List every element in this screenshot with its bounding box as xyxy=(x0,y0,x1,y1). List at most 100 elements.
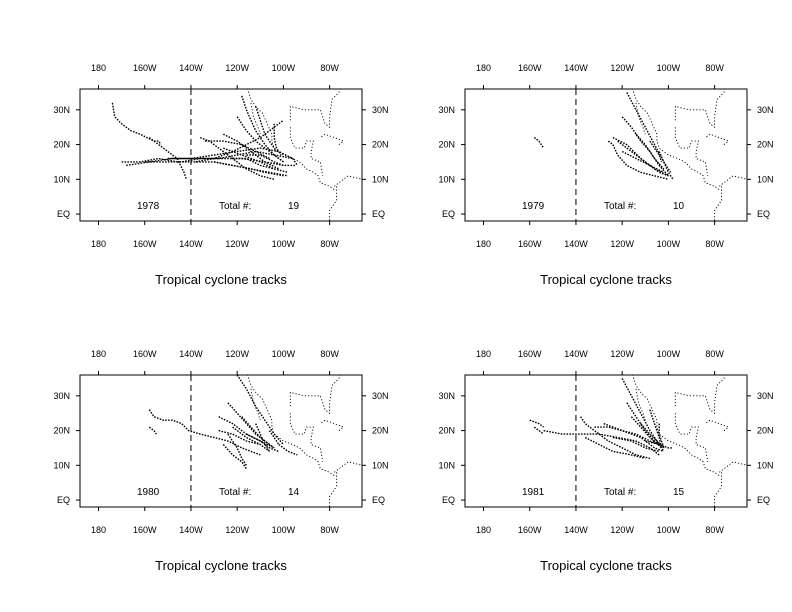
lon-tick-label-bottom: 160W xyxy=(133,239,157,249)
lat-tick-label-left: 20N xyxy=(438,140,455,150)
lon-tick-label-bottom: 140W xyxy=(179,525,203,535)
lat-tick-label-left: EQ xyxy=(57,209,70,219)
coastline xyxy=(247,375,335,477)
cyclone-track xyxy=(148,426,157,435)
cyclone-track xyxy=(268,430,280,445)
cyclone-track xyxy=(167,147,294,160)
cyclone-track xyxy=(621,150,665,174)
cyclone-track xyxy=(195,119,284,163)
coastline xyxy=(719,461,747,473)
cyclone-track xyxy=(543,429,660,456)
lon-tick-label-top: 160W xyxy=(133,349,157,359)
panel-caption: Tropical cyclone tracks xyxy=(540,558,672,573)
lat-tick-label-right: 30N xyxy=(757,391,774,401)
coastline xyxy=(632,89,720,191)
cyclone-track xyxy=(223,147,289,174)
cyclone-track xyxy=(580,416,651,460)
cyclone-track xyxy=(649,140,663,163)
season-year-label: 1981 xyxy=(522,487,545,498)
lon-tick-label-bottom: 140W xyxy=(179,239,203,249)
coastline xyxy=(289,89,341,129)
cyclone-track xyxy=(246,433,280,453)
lon-tick-label-bottom: 80W xyxy=(705,239,724,249)
lon-tick-label-top: 80W xyxy=(320,349,339,359)
lon-tick-label-bottom: 120W xyxy=(225,525,249,535)
total-count: 10 xyxy=(673,201,685,212)
lon-tick-label-top: 160W xyxy=(133,63,157,73)
lon-tick-label-bottom: 180 xyxy=(476,525,491,535)
cyclone-track xyxy=(111,102,187,180)
cyclone-track xyxy=(148,137,162,145)
coastline xyxy=(334,175,362,187)
coastline xyxy=(320,133,345,145)
map-frame xyxy=(464,88,748,222)
lat-tick-label-right: 20N xyxy=(757,426,774,436)
cyclone-track xyxy=(612,436,660,453)
cyclone-track xyxy=(658,423,665,449)
lat-tick-label-left: 20N xyxy=(53,426,70,436)
cyclone-track xyxy=(292,158,298,166)
cyclone-track xyxy=(232,157,275,170)
season-year-label: 1980 xyxy=(137,487,160,498)
lat-tick-label-right: EQ xyxy=(372,495,385,505)
lon-tick-label-bottom: 80W xyxy=(320,239,339,249)
panel-caption: Tropical cyclone tracks xyxy=(540,272,672,287)
lat-tick-label-left: EQ xyxy=(442,495,455,505)
lon-tick-label-top: 80W xyxy=(705,63,724,73)
lon-tick-label-top: 180 xyxy=(91,349,106,359)
total-label: Total #: xyxy=(219,201,251,212)
total-count: 19 xyxy=(288,201,300,212)
lon-tick-label-top: 100W xyxy=(657,349,681,359)
cyclone-track xyxy=(126,157,295,167)
lat-tick-label-left: 30N xyxy=(438,391,455,401)
total-count: 15 xyxy=(673,487,685,498)
lon-tick-label-top: 100W xyxy=(657,63,681,73)
coastline xyxy=(674,127,709,176)
lat-tick-label-left: EQ xyxy=(57,495,70,505)
cyclone-track xyxy=(213,161,284,177)
coastline xyxy=(632,375,720,477)
cyclone-track xyxy=(603,422,665,453)
lon-tick-label-bottom: 80W xyxy=(320,525,339,535)
map-content xyxy=(111,89,362,221)
lat-tick-label-right: 10N xyxy=(757,460,774,470)
coastline xyxy=(635,388,646,421)
cyclone-track xyxy=(533,426,545,435)
map-panel-1978: 180 180 160W 160W 140W 140W 120W 120W 100W 100W 80… xyxy=(53,63,388,287)
lat-tick-label-right: EQ xyxy=(757,495,770,505)
coastline xyxy=(320,419,345,431)
lat-tick-label-right: EQ xyxy=(372,209,385,219)
coastline xyxy=(289,127,324,176)
lat-tick-label-left: 10N xyxy=(53,174,70,184)
total-label: Total #: xyxy=(604,201,636,212)
cyclone-track xyxy=(227,433,247,466)
coastline xyxy=(329,186,338,221)
cyclone-track xyxy=(241,416,270,446)
coastline xyxy=(635,102,646,135)
cyclone-track xyxy=(222,444,247,470)
total-label: Total #: xyxy=(219,487,251,498)
coastline xyxy=(705,133,730,145)
lon-tick-label-bottom: 180 xyxy=(91,525,106,535)
map-panel-1981: 180 180 160W 160W 140W 140W 120W 120W 100W 100W 80… xyxy=(438,349,773,573)
coastline xyxy=(247,89,335,191)
cyclone-track xyxy=(236,375,284,445)
coastline xyxy=(714,472,723,507)
lon-tick-label-bottom: 120W xyxy=(610,239,634,249)
lat-tick-label-left: 20N xyxy=(53,140,70,150)
lon-tick-label-bottom: 140W xyxy=(564,239,588,249)
lat-tick-label-left: 10N xyxy=(53,460,70,470)
map-content xyxy=(533,89,747,221)
coastline xyxy=(674,89,726,129)
cyclone-track xyxy=(241,95,284,163)
lat-tick-label-left: 10N xyxy=(438,460,455,470)
cyclone-track xyxy=(612,136,669,177)
cyclone-track xyxy=(626,92,672,173)
lon-tick-label-top: 120W xyxy=(610,349,634,359)
cyclone-track xyxy=(218,429,261,446)
coastline xyxy=(674,375,726,415)
cyclone-track xyxy=(649,409,663,449)
cyclone-track xyxy=(529,419,545,428)
coastline xyxy=(719,175,747,187)
lon-tick-label-bottom: 100W xyxy=(657,525,681,535)
